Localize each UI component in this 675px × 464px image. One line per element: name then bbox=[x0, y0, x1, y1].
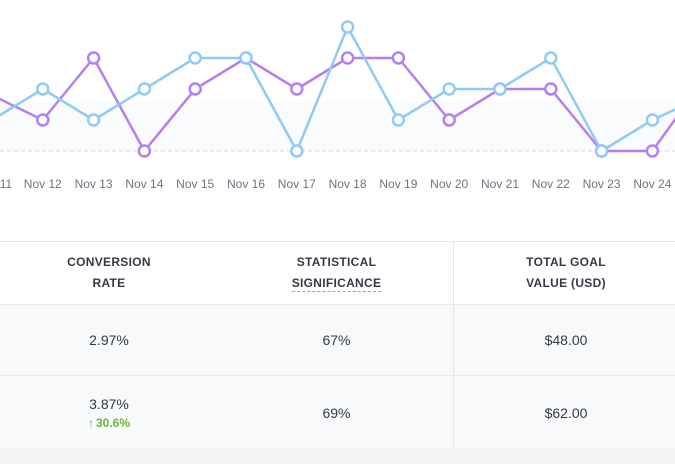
arrow-up-icon: ↑ bbox=[87, 416, 94, 430]
x-tick-label: Nov 17 bbox=[278, 177, 316, 191]
header-statistical-significance[interactable]: STATISTICAL SIGNIFICANCE bbox=[220, 242, 454, 304]
x-tick-label: Nov 24 bbox=[633, 177, 671, 191]
table-header-row: CONVERSION RATE STATISTICAL SIGNIFICANCE… bbox=[0, 242, 675, 305]
x-tick-label: Nov 19 bbox=[379, 177, 417, 191]
data-point-series-2[interactable] bbox=[442, 82, 456, 96]
conversion-rate-value: 3.87% bbox=[89, 396, 129, 412]
data-point-series-2[interactable] bbox=[645, 113, 660, 127]
data-point-series-2[interactable] bbox=[594, 144, 609, 158]
data-point-series-1[interactable] bbox=[544, 82, 558, 96]
data-point-series-2[interactable] bbox=[86, 113, 101, 127]
line-chart-svg: 11 Nov 12 Nov 13 Nov 14 Nov 15 Nov 16 Nov 17 No… bbox=[0, 20, 675, 191]
x-tick-label: Nov 13 bbox=[75, 177, 113, 191]
x-tick-label: 11 bbox=[0, 177, 13, 191]
x-tick-label: Nov 21 bbox=[481, 177, 519, 191]
significance-value: 69% bbox=[322, 405, 351, 421]
significance-value: 67% bbox=[322, 332, 351, 348]
results-table: CONVERSION RATE STATISTICAL SIGNIFICANCE… bbox=[0, 241, 675, 451]
data-point-series-1[interactable] bbox=[442, 113, 456, 127]
data-point-series-1[interactable] bbox=[645, 144, 660, 158]
conversion-rate-cell: 3.87% ↑ 30.6% bbox=[0, 376, 220, 450]
data-point-series-2[interactable] bbox=[137, 82, 152, 96]
goal-value: $48.00 bbox=[544, 332, 588, 348]
uplift-badge: ↑ 30.6% bbox=[88, 416, 130, 430]
x-tick-label: Nov 15 bbox=[176, 177, 214, 191]
data-point-series-2[interactable] bbox=[36, 82, 50, 96]
x-tick-label: Nov 12 bbox=[24, 177, 62, 191]
data-point-series-2[interactable] bbox=[340, 20, 355, 34]
table-row: 2.97% 67% $48.00 bbox=[0, 305, 675, 376]
data-point-series-1[interactable] bbox=[36, 113, 50, 127]
chart-band bbox=[0, 102, 675, 151]
header-significance-line2: SIGNIFICANCE bbox=[291, 276, 382, 292]
conversion-rate-cell: 2.97% bbox=[0, 305, 220, 375]
x-tick-label: Nov 16 bbox=[227, 177, 265, 191]
conversion-chart: 11 Nov 12 Nov 13 Nov 14 Nov 15 Nov 16 Nov 17 No… bbox=[0, 0, 675, 200]
data-point-series-2[interactable] bbox=[493, 82, 507, 96]
x-tick-label: Nov 14 bbox=[125, 177, 163, 191]
goal-value: $62.00 bbox=[544, 405, 588, 421]
table-row: 3.87% ↑ 30.6% 69% $62.00 bbox=[0, 376, 675, 451]
data-point-series-1[interactable] bbox=[290, 82, 304, 96]
data-point-series-1[interactable] bbox=[86, 51, 101, 65]
data-point-series-2[interactable] bbox=[290, 144, 304, 158]
data-point-series-1[interactable] bbox=[188, 82, 202, 96]
conversion-rate-value: 2.97% bbox=[89, 332, 129, 348]
x-tick-label: Nov 23 bbox=[583, 177, 621, 191]
header-total-goal-value[interactable]: TOTAL GOAL VALUE (USD) bbox=[454, 242, 675, 304]
header-conversion-rate[interactable]: CONVERSION RATE bbox=[0, 242, 220, 304]
header-goal-value-line2: VALUE (USD) bbox=[526, 276, 606, 290]
bottom-divider bbox=[0, 448, 675, 464]
data-point-series-2[interactable] bbox=[188, 51, 202, 65]
data-point-series-2[interactable] bbox=[391, 113, 406, 127]
header-goal-value-line1: TOTAL GOAL bbox=[526, 255, 606, 269]
uplift-value: 30.6% bbox=[95, 416, 131, 430]
goal-value-cell: $62.00 bbox=[454, 376, 675, 450]
significance-cell: 69% bbox=[220, 376, 454, 450]
data-point-series-2[interactable] bbox=[544, 51, 558, 65]
header-significance-line1: STATISTICAL bbox=[296, 255, 377, 269]
data-point-series-1[interactable] bbox=[340, 51, 355, 65]
x-tick-label: Nov 22 bbox=[532, 177, 570, 191]
significance-cell: 67% bbox=[220, 305, 454, 375]
header-conversion-rate-line2: RATE bbox=[92, 276, 126, 290]
goal-value-cell: $48.00 bbox=[454, 305, 675, 375]
data-point-series-1[interactable] bbox=[391, 51, 406, 65]
x-tick-label: Nov 18 bbox=[329, 177, 367, 191]
data-point-series-2[interactable] bbox=[239, 51, 253, 65]
data-point-series-1[interactable] bbox=[137, 144, 152, 158]
header-conversion-rate-line1: CONVERSION bbox=[67, 255, 151, 269]
x-tick-label: Nov 20 bbox=[430, 177, 468, 191]
